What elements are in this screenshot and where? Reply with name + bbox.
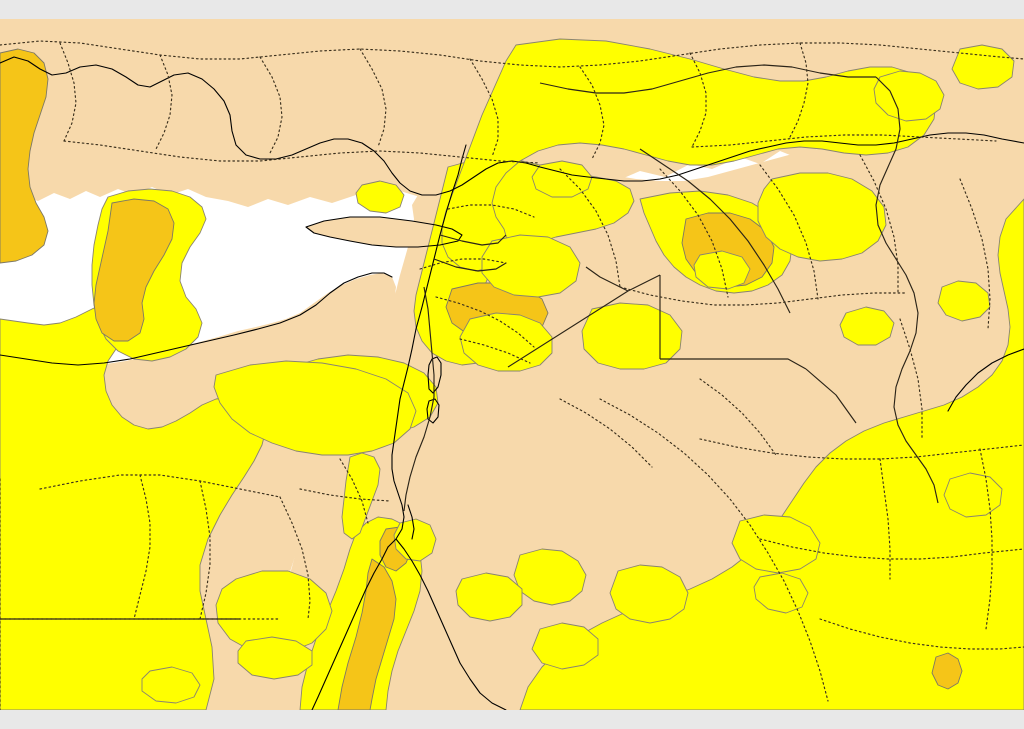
wind-speed-contour-map [0, 19, 1024, 710]
footer-band [0, 710, 1024, 729]
admin-border-layer [0, 40, 1024, 710]
coastline-layer [0, 56, 1024, 710]
contour-band-arabia [141, 38, 1024, 710]
map-viewport[interactable] [0, 19, 1024, 710]
header-band [0, 0, 1024, 19]
